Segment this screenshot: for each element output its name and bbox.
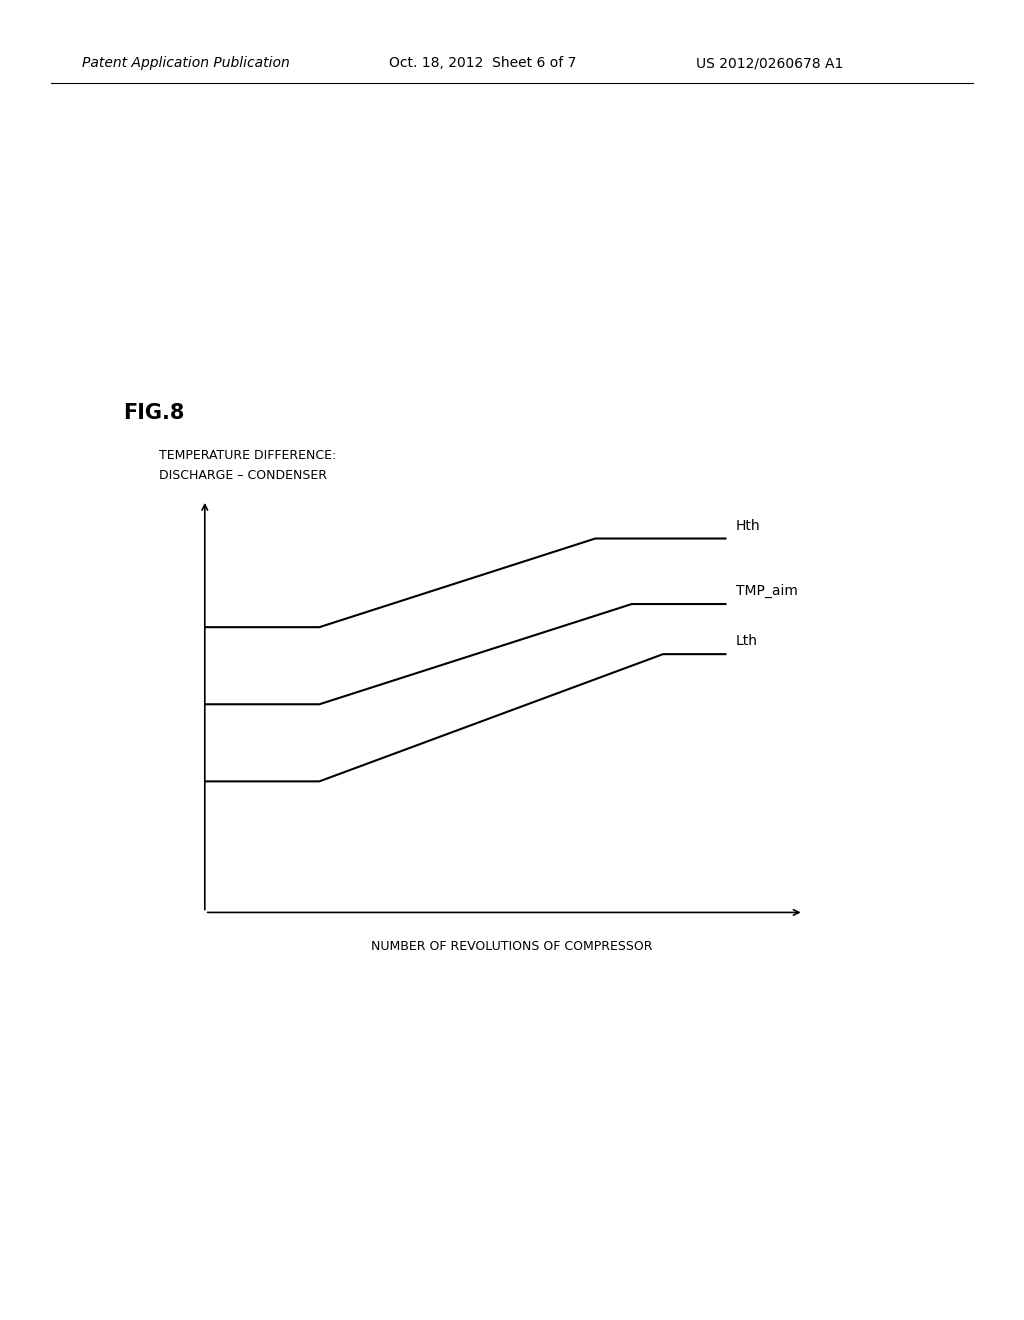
- Text: Lth: Lth: [736, 635, 758, 648]
- Text: DISCHARGE – CONDENSER: DISCHARGE – CONDENSER: [159, 469, 327, 482]
- Text: Oct. 18, 2012  Sheet 6 of 7: Oct. 18, 2012 Sheet 6 of 7: [389, 57, 577, 70]
- Text: US 2012/0260678 A1: US 2012/0260678 A1: [696, 57, 844, 70]
- Text: Patent Application Publication: Patent Application Publication: [82, 57, 290, 70]
- Text: FIG.8: FIG.8: [123, 403, 184, 422]
- Text: TEMPERATURE DIFFERENCE:: TEMPERATURE DIFFERENCE:: [159, 449, 336, 462]
- Text: Hth: Hth: [736, 519, 761, 533]
- Text: NUMBER OF REVOLUTIONS OF COMPRESSOR: NUMBER OF REVOLUTIONS OF COMPRESSOR: [372, 940, 652, 953]
- Text: TMP_aim: TMP_aim: [736, 585, 798, 598]
